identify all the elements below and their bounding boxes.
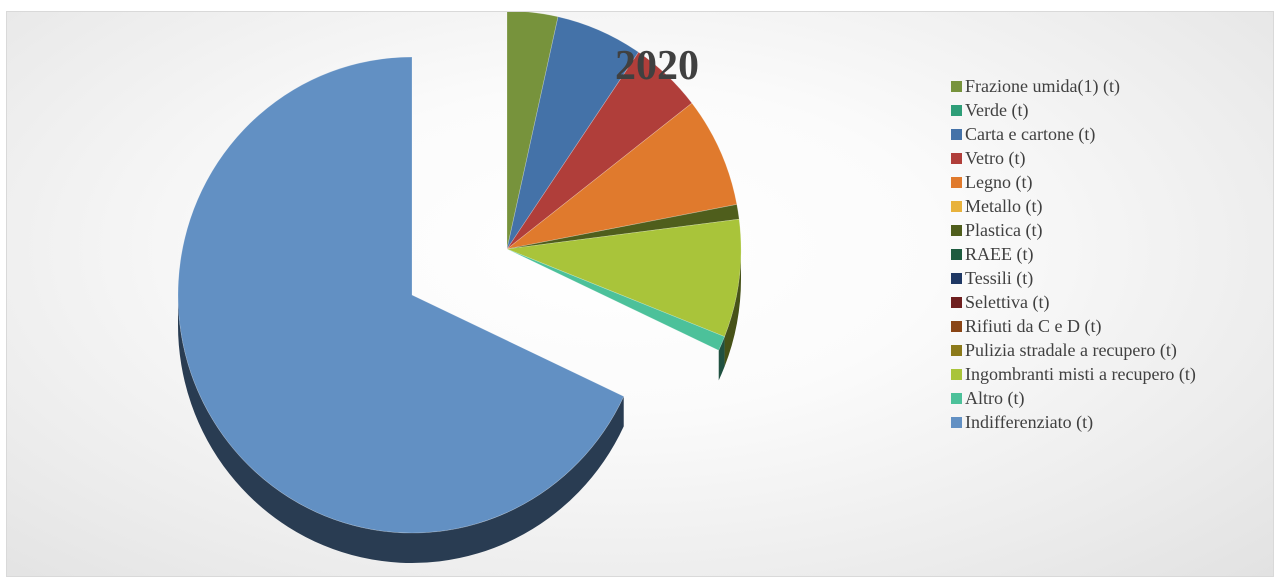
legend-item-vetro: Vetro (t): [951, 146, 1196, 170]
legend-item-ingombranti-misti-a-recupero: Ingombranti misti a recupero (t): [951, 362, 1196, 386]
legend-label: Pulizia stradale a recupero (t): [965, 339, 1177, 360]
pie-chart: [177, 12, 742, 564]
chart-title: 2020: [615, 43, 699, 89]
pie-slice-legno: [506, 102, 738, 250]
legend: Frazione umida(1) (t) Verde (t) Carta e ca…: [951, 74, 1196, 434]
pie-slice-side-altro: [718, 336, 725, 381]
pie-top-layer: [177, 12, 742, 534]
legend-item-plastica: Plastica (t): [951, 218, 1196, 242]
pie-slice-carta-e-cartone: [506, 16, 639, 250]
legend-swatch: [951, 320, 962, 332]
pie-slice-altro: [506, 248, 725, 351]
legend-item-verde: Verde (t): [951, 98, 1196, 122]
legend-label: Legno (t): [965, 171, 1033, 192]
legend-swatch: [951, 272, 962, 284]
legend-label: Verde (t): [965, 99, 1029, 120]
legend-item-indifferenziato: Indifferenziato (t): [951, 410, 1196, 434]
legend-swatch: [951, 224, 962, 236]
legend-swatch: [951, 368, 962, 380]
legend-swatch: [951, 104, 962, 116]
legend-label: Altro (t): [965, 387, 1025, 408]
legend-swatch: [951, 248, 962, 260]
pie-slice-ingombranti-misti-a-recupero: [505, 218, 742, 338]
legend-item-frazione-umida: Frazione umida(1) (t): [951, 74, 1196, 98]
chart-area: 2020 Frazione umida(1) (t) Verde (t) Carta…: [6, 11, 1274, 577]
legend-label: Carta e cartone (t): [965, 123, 1096, 144]
pie-depth-layer: [178, 249, 741, 564]
legend-label: RAEE (t): [965, 243, 1034, 264]
legend-item-carta-e-cartone: Carta e cartone (t): [951, 122, 1196, 146]
legend-item-altro: Altro (t): [951, 386, 1196, 410]
legend-item-selettiva: Selettiva (t): [951, 290, 1196, 314]
legend-swatch: [951, 392, 962, 404]
legend-label: Indifferenziato (t): [965, 411, 1094, 432]
legend-swatch: [951, 416, 962, 428]
legend-label: Selettiva (t): [965, 291, 1050, 312]
legend-label: Plastica (t): [965, 219, 1043, 240]
legend-item-rifiuti-da-c-e-d: Rifiuti da C e D (t): [951, 314, 1196, 338]
legend-label: Vetro (t): [965, 147, 1026, 168]
pie-slice-side-ingombranti-misti-a-recupero: [724, 249, 741, 367]
legend-swatch: [951, 128, 962, 140]
legend-item-tessili: Tessili (t): [951, 266, 1196, 290]
legend-label: Tessili (t): [965, 267, 1034, 288]
legend-label: Metallo (t): [965, 195, 1043, 216]
pie-slice-plastica: [506, 204, 740, 250]
legend-swatch: [951, 200, 962, 212]
legend-label: Frazione umida(1) (t): [965, 75, 1120, 96]
legend-item-metallo: Metallo (t): [951, 194, 1196, 218]
legend-item-legno: Legno (t): [951, 170, 1196, 194]
pie-slice-indifferenziato: [177, 56, 625, 534]
legend-swatch: [951, 296, 962, 308]
pie-slice-vetro: [506, 51, 693, 250]
legend-swatch: [951, 152, 962, 164]
legend-item-raee: RAEE (t): [951, 242, 1196, 266]
legend-swatch: [951, 176, 962, 188]
legend-swatch: [951, 80, 962, 92]
legend-label: Ingombranti misti a recupero (t): [965, 363, 1196, 384]
pie-slice-frazione-umida: [506, 12, 559, 250]
legend-item-pulizia-stradale-a-recupero: Pulizia stradale a recupero (t): [951, 338, 1196, 362]
legend-swatch: [951, 344, 962, 356]
legend-label: Rifiuti da C e D (t): [965, 315, 1102, 336]
